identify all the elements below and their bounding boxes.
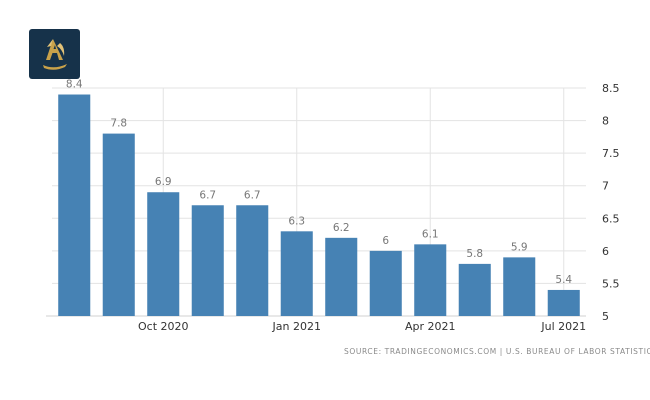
- x-axis-ticks: Oct 2020 Jan 2021 Apr 2021 Jul 2021: [138, 320, 586, 333]
- y-tick-label: 5: [602, 310, 609, 323]
- bar: [102, 133, 135, 316]
- data-label: 5.8: [466, 248, 483, 260]
- gridlines: [46, 87, 586, 317]
- data-label: 6.9: [155, 176, 172, 188]
- golden-trader-logo-icon: [29, 29, 80, 79]
- x-tick-label: Jul 2021: [540, 320, 586, 333]
- data-label: 6.1: [422, 228, 439, 240]
- data-label: 6.3: [288, 215, 305, 227]
- x-tick-label: Apr 2021: [405, 320, 456, 333]
- source-note: SOURCE: TRADINGECONOMICS.COM | U.S. BURE…: [344, 347, 650, 356]
- y-tick-label: 7: [602, 180, 609, 193]
- bar: [147, 192, 180, 316]
- data-label: 5.9: [511, 241, 528, 253]
- bar: [369, 250, 402, 316]
- data-label: 5.4: [555, 274, 572, 286]
- bar: [191, 205, 224, 316]
- y-tick-label: 8.5: [602, 82, 620, 95]
- data-label: 6.7: [199, 189, 216, 201]
- data-label: 8.4: [66, 79, 83, 91]
- y-tick-label: 8: [602, 115, 609, 128]
- data-label: 6.7: [244, 189, 261, 201]
- y-tick-label: 6.5: [602, 212, 620, 225]
- x-tick-label: Oct 2020: [138, 320, 189, 333]
- y-tick-label: 7.5: [602, 147, 620, 160]
- y-tick-label: 5.5: [602, 277, 620, 290]
- data-label: 6.2: [333, 222, 350, 234]
- y-axis-ticks: 5 5.5 6 6.5 7 7.5 8 8.5: [602, 82, 620, 323]
- bar: [58, 94, 91, 316]
- y-tick-label: 6: [602, 245, 609, 258]
- bar: [547, 289, 580, 316]
- data-label: 7.8: [110, 118, 127, 130]
- x-tick-label: Jan 2021: [272, 320, 321, 333]
- data-labels: 8.4 7.8 6.9 6.7 6.7 6.3 6.2 6 6.1 5.8 5.9 5.4: [66, 79, 573, 286]
- bar: [414, 244, 447, 316]
- bar: [280, 231, 313, 316]
- bar: [458, 263, 491, 316]
- bars: [58, 94, 580, 316]
- bar: [236, 205, 269, 316]
- data-label: 6: [382, 235, 389, 247]
- bar: [503, 257, 536, 316]
- bar: [325, 237, 358, 316]
